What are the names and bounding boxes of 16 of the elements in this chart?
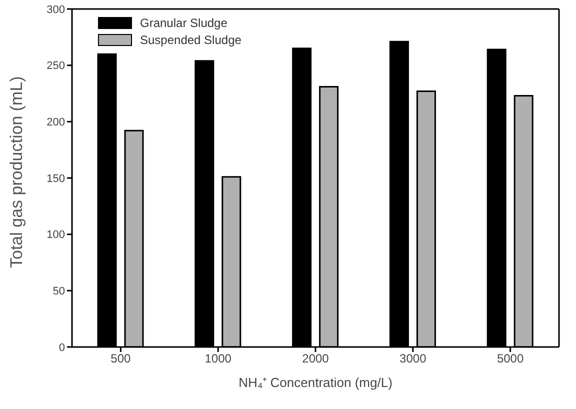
y-tick-label: 250: [46, 60, 65, 72]
x-tick-label: 2000: [302, 352, 330, 366]
y-tick-label: 0: [58, 342, 65, 354]
y-tick-label: 150: [46, 172, 65, 185]
y-tick-label: 300: [46, 4, 65, 16]
y-tick-label: 200: [46, 116, 65, 129]
x-axis-title: NH₄⁺ Concentration (mg/L): [238, 375, 392, 390]
x-tick-label: 5000: [496, 352, 524, 366]
legend-label: Granular Sludge: [140, 16, 228, 30]
x-tick-label: 1000: [204, 352, 232, 366]
y-axis-title: Total gas production (mL): [7, 76, 26, 268]
x-tick-label: 3000: [400, 352, 427, 366]
legend-label: Suspended Sludge: [140, 32, 242, 46]
y-tick-label: 100: [46, 229, 65, 242]
x-tick-label: 500: [110, 352, 132, 366]
y-tick-label: 50: [52, 286, 65, 298]
